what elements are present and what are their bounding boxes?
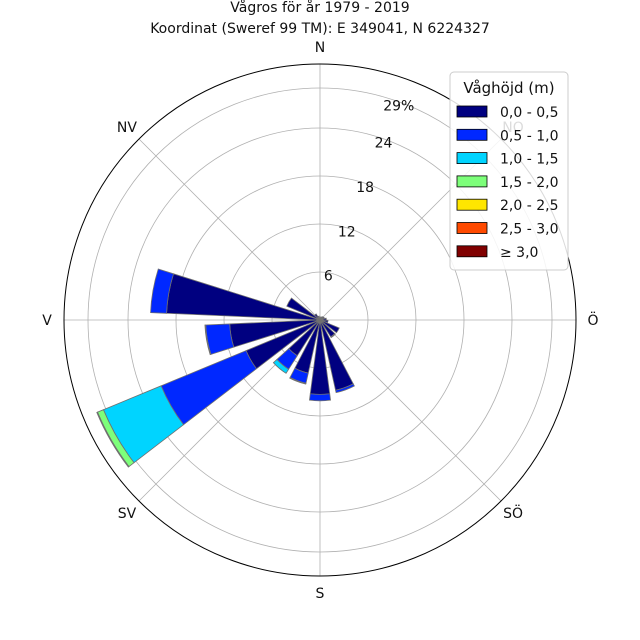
bar-segment [150,268,175,314]
legend-label: ≥ 3,0 [500,245,538,261]
legend-label: 0,0 - 0,5 [500,105,558,121]
direction-label: SV [118,506,137,522]
direction-label: V [42,313,52,329]
grid-ring [127,127,513,513]
chart-title: Vågros för år 1979 - 2019 [230,0,409,16]
legend-title: Våghöjd (m) [463,79,554,97]
direction-label: SÖ [503,504,523,522]
radial-tick-labels: 6 12 18 24 29% [324,99,414,285]
legend-swatch [456,152,488,165]
bar-segment [272,358,290,374]
bar-segment [317,315,321,321]
chart-subtitle: Koordinat (Sweref 99 TM): E 349041, N 62… [150,21,490,37]
polar-outer-border [63,63,577,577]
direction-label: N [315,40,325,56]
bar-segment [204,324,212,356]
legend-box [449,71,569,271]
radial-tick-label: 24 [375,136,393,152]
bar-segment [319,319,340,334]
legend-swatch [456,175,488,188]
grid-spoke [319,319,502,502]
legend-swatch [456,245,488,258]
bar-segment [289,376,307,385]
radial-tick-label: 29% [383,99,414,115]
bar-segment [309,393,331,402]
grid-ring [87,87,553,553]
radial-tick-label: 18 [356,180,374,196]
legend-label: 1,0 - 1,5 [500,152,558,168]
grid-ring [175,175,465,465]
bar-segment [335,383,355,394]
legend-items: 0,0 - 0,5 0,5 - 1,0 1,0 - 1,5 1,5 - 2,0 2,0 … [456,105,558,261]
legend-label: 2,0 - 2,5 [500,198,558,214]
legend-swatch [456,198,488,211]
bar-segment [330,332,336,339]
radial-tick-label: 6 [324,269,333,285]
polar-grid [64,64,576,576]
bar-segment [319,317,327,321]
legend: Våghöjd (m) 0,0 - 0,5 0,5 - 1,0 1,0 - 1,5 1… [449,71,569,271]
legend-swatch [456,222,488,234]
legend-label: 0,5 - 1,0 [500,128,558,144]
grid-spoke [138,138,321,321]
legend-label: 2,5 - 3,0 [500,222,558,238]
bar-segment [314,313,321,321]
direction-label: S [316,586,325,602]
direction-label: Ö [587,311,598,329]
legend-swatch [456,128,488,141]
grid-ring [223,223,417,417]
bar-segment [286,297,321,321]
radial-tick-label: 12 [338,224,356,240]
bar-segment [96,411,130,468]
legend-swatch [456,105,488,118]
legend-label: 1,5 - 2,0 [500,175,558,191]
direction-label: NV [117,120,137,136]
polar-bars [96,268,355,468]
